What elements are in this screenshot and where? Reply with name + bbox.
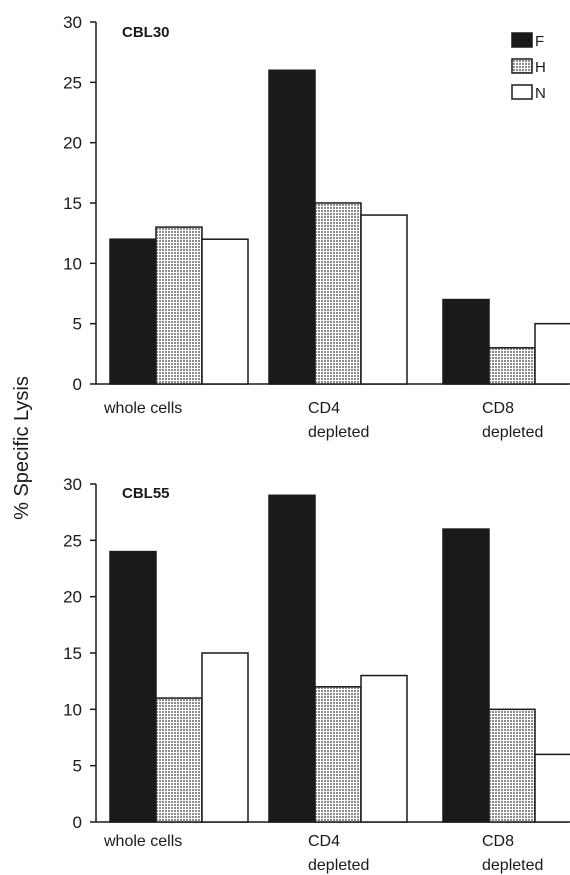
y-tick-label: 25 [63, 73, 82, 92]
y-tick-label: 10 [63, 700, 82, 719]
y-tick-label: 30 [63, 475, 82, 494]
legend-swatch-n [511, 84, 533, 100]
y-tick-label: 5 [73, 315, 82, 334]
category-label: depleted [308, 857, 369, 874]
chart-panel-cbl30: CBL30 0 5 10 15 20 25 30 whole cells CD4 depleted C… [63, 13, 570, 441]
bar-n [201, 238, 249, 385]
y-tick-label: 0 [73, 375, 82, 394]
y-tick-label: 5 [73, 757, 82, 776]
y-tick-label: 20 [63, 134, 82, 153]
y-tick-label: 10 [63, 254, 82, 273]
y-tick-label: 15 [63, 194, 82, 213]
y-tick-label: 20 [63, 588, 82, 607]
category-label: depleted [482, 857, 543, 874]
bar-h [314, 686, 362, 823]
bar-f [268, 69, 316, 385]
panel-title: CBL30 [122, 24, 170, 41]
bar-f [268, 494, 316, 823]
bar-n [360, 674, 408, 823]
legend-label: N [535, 85, 546, 102]
bar-f [109, 550, 157, 823]
category-label: CD4 [308, 400, 340, 417]
panel-title: CBL55 [122, 485, 170, 502]
bar-n [201, 652, 249, 823]
category-label: depleted [308, 424, 369, 441]
bar-n [534, 322, 570, 385]
bar-f [442, 298, 490, 385]
chart-panel-cbl55: CBL55 0 5 10 15 20 25 30 whole cells CD4 depleted C… [63, 475, 570, 874]
bar-h [155, 697, 203, 823]
bar-h [488, 347, 536, 385]
category-label: CD8 [482, 833, 514, 850]
bar-h [155, 226, 203, 385]
bar-n [534, 753, 570, 823]
bar-f [109, 238, 157, 385]
y-tick-label: 0 [73, 813, 82, 832]
bar-n [360, 214, 408, 385]
bar-h [314, 202, 362, 385]
category-label: CD8 [482, 400, 514, 417]
legend-swatch-f [511, 32, 533, 48]
y-axis-label: % Specific Lysis [11, 376, 33, 520]
category-label: whole cells [103, 400, 182, 417]
category-label: whole cells [103, 833, 182, 850]
y-tick-label: 15 [63, 644, 82, 663]
bar-h [488, 708, 536, 823]
category-label: CD4 [308, 833, 340, 850]
category-label: depleted [482, 424, 543, 441]
y-tick-label: 25 [63, 531, 82, 550]
bar-f [442, 528, 490, 823]
y-tick-label: 30 [63, 13, 82, 32]
legend-label: H [535, 59, 546, 76]
legend-swatch-h [511, 58, 533, 74]
legend-label: F [535, 33, 544, 50]
